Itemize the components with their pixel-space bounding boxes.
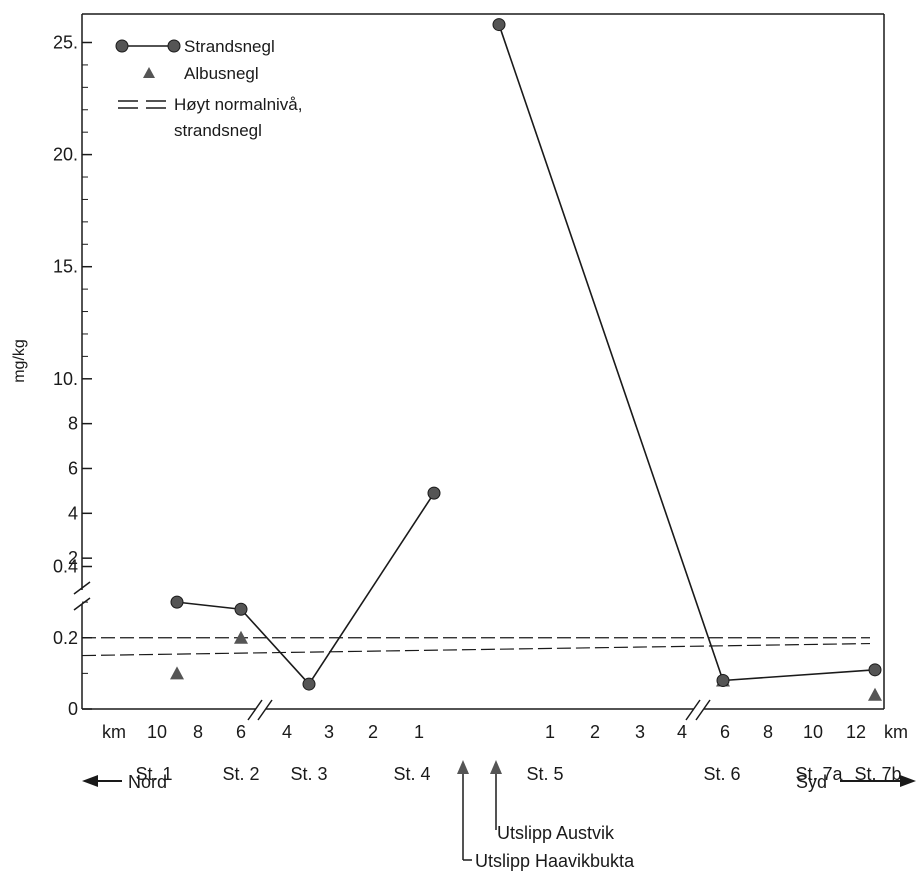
x-tick-label: 2 bbox=[368, 722, 378, 742]
y-tick-label: 25. bbox=[53, 33, 78, 53]
strandsnegl-point bbox=[716, 674, 730, 687]
direction-syd-label: Syd bbox=[796, 772, 827, 792]
legend-normal-label-1: Høyt normalnivå, bbox=[174, 95, 302, 114]
series-markers bbox=[170, 18, 882, 701]
x-tick-label: 8 bbox=[763, 722, 773, 742]
y-tick-label: 4 bbox=[68, 503, 78, 523]
x-axis-break-left bbox=[247, 699, 273, 721]
y-tick-label: 0.2 bbox=[53, 628, 78, 648]
utslipp-austvik-label: Utslipp Austvik bbox=[497, 823, 615, 843]
legend-albusnegl-label: Albusnegl bbox=[184, 64, 259, 83]
station-label: St. 1 bbox=[135, 764, 172, 784]
strandsnegl-segment bbox=[308, 492, 435, 685]
x-tick-label: 4 bbox=[282, 722, 292, 742]
series-lines bbox=[176, 24, 876, 685]
station-label: St. 7a bbox=[795, 764, 843, 784]
reference-line bbox=[81, 642, 871, 657]
x-tick-label: 3 bbox=[635, 722, 645, 742]
legend-strandsnegl-label: Strandsnegl bbox=[184, 37, 275, 56]
strandsnegl-point bbox=[427, 486, 441, 500]
x-tick-label: 12 bbox=[846, 722, 866, 742]
station-label: St. 5 bbox=[526, 764, 563, 784]
legend: Strandsnegl Albusnegl Høyt normalnivå, s… bbox=[115, 37, 302, 140]
x-tick-label: km bbox=[102, 722, 126, 742]
station-labels: St. 1 St. 2 St. 3 St. 4 St. 5 St. 6 St. 7a St. … bbox=[135, 764, 901, 784]
y-tick-label: 10. bbox=[53, 369, 78, 389]
x-tick-label: 4 bbox=[677, 722, 687, 742]
strandsnegl-segment bbox=[176, 601, 242, 611]
y-tick-label: 15. bbox=[53, 257, 78, 277]
y-tick-label: 0 bbox=[68, 699, 78, 719]
albusnegl-point bbox=[234, 630, 248, 644]
strandsnegl-segment bbox=[722, 669, 876, 682]
direction-nord: Nord bbox=[82, 772, 167, 792]
station-label: St. 6 bbox=[703, 764, 740, 784]
x-tick-label: 2 bbox=[590, 722, 600, 742]
x-tick-label: 1 bbox=[414, 722, 424, 742]
legend-strandsnegl-symbol bbox=[115, 39, 181, 53]
strandsnegl-segment bbox=[240, 608, 310, 685]
y-axis-break bbox=[73, 581, 91, 611]
utslipp-haavikbukta-marker: Utslipp Haavikbukta bbox=[457, 760, 635, 871]
x-tick-label: 8 bbox=[193, 722, 203, 742]
strandsnegl-point bbox=[492, 18, 506, 32]
legend-normal-label-2: strandsnegl bbox=[174, 121, 262, 140]
direction-syd: Syd bbox=[796, 772, 916, 792]
x-tick-label: km bbox=[884, 722, 908, 742]
legend-normal-symbol bbox=[118, 100, 166, 109]
legend-albusnegl-symbol bbox=[143, 67, 155, 78]
station-label: St. 7b bbox=[854, 764, 901, 784]
y-tick-label: 8 bbox=[68, 414, 78, 434]
strandsnegl-point bbox=[170, 595, 184, 609]
strandsnegl-segment bbox=[498, 24, 724, 681]
y-tick-label: 6 bbox=[68, 458, 78, 478]
x-axis-break-right bbox=[685, 699, 711, 721]
strandsnegl-point bbox=[868, 663, 882, 677]
strandsnegl-point bbox=[234, 602, 248, 616]
y-axis-ticks: 0 0.2 0.42 4 6 8 10. 15. 20. 25. bbox=[53, 33, 92, 719]
x-tick-label: 3 bbox=[324, 722, 334, 742]
x-tick-label: 10 bbox=[147, 722, 167, 742]
albusnegl-point bbox=[170, 666, 184, 680]
x-tick-label: 1 bbox=[545, 722, 555, 742]
x-tick-label: 6 bbox=[236, 722, 246, 742]
direction-nord-label: Nord bbox=[128, 772, 167, 792]
strandsnegl-point bbox=[302, 677, 316, 691]
station-label: St. 4 bbox=[393, 764, 430, 784]
albusnegl-point bbox=[868, 687, 882, 701]
y-tick-label: 0.4 bbox=[53, 557, 78, 577]
utslipp-austvik-marker: Utslipp Austvik bbox=[490, 760, 615, 843]
y-tick-label: 20. bbox=[53, 145, 78, 165]
y-axis-label: mg/kg bbox=[11, 339, 28, 383]
station-label: St. 3 bbox=[290, 764, 327, 784]
x-axis-ticks: km 10 8 6 4 3 2 1 1 2 3 4 6 8 10 12 km bbox=[102, 722, 908, 742]
utslipp-haavikbukta-label: Utslipp Haavikbukta bbox=[475, 851, 635, 871]
x-tick-label: 6 bbox=[720, 722, 730, 742]
station-label: St. 2 bbox=[222, 764, 259, 784]
reference-lines bbox=[81, 637, 871, 657]
x-tick-label: 10 bbox=[803, 722, 823, 742]
y-tick-label: 2 bbox=[68, 548, 78, 568]
